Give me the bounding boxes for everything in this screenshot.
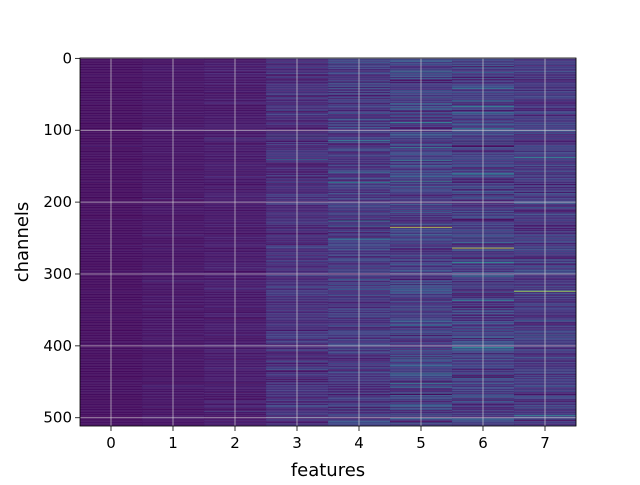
y-axis-label: channels <box>12 202 33 283</box>
plot-frame <box>79 57 577 427</box>
heatmap-cells <box>80 58 577 427</box>
x-tick-label: 4 <box>354 434 364 452</box>
y-axis-ticks: 0 100 200 300 400 500 <box>43 49 80 427</box>
x-tick-label: 7 <box>540 434 550 452</box>
x-tick-label: 2 <box>230 434 240 452</box>
x-tick-label: 3 <box>292 434 302 452</box>
grid-lines <box>80 57 576 426</box>
y-tick-label: 0 <box>62 49 72 67</box>
x-tick-label: 0 <box>106 434 116 452</box>
y-tick-label: 200 <box>43 193 72 211</box>
x-tick-label: 1 <box>168 434 178 452</box>
x-axis-label: features <box>291 460 365 480</box>
y-tick-label: 500 <box>43 409 72 427</box>
x-tick-label: 6 <box>478 434 488 452</box>
x-axis-ticks: 0 1 2 3 4 5 6 7 <box>106 426 550 452</box>
y-tick-label: 400 <box>43 337 72 355</box>
x-tick-label: 5 <box>416 434 426 452</box>
y-tick-label: 300 <box>43 265 72 283</box>
y-tick-label: 100 <box>43 121 72 139</box>
